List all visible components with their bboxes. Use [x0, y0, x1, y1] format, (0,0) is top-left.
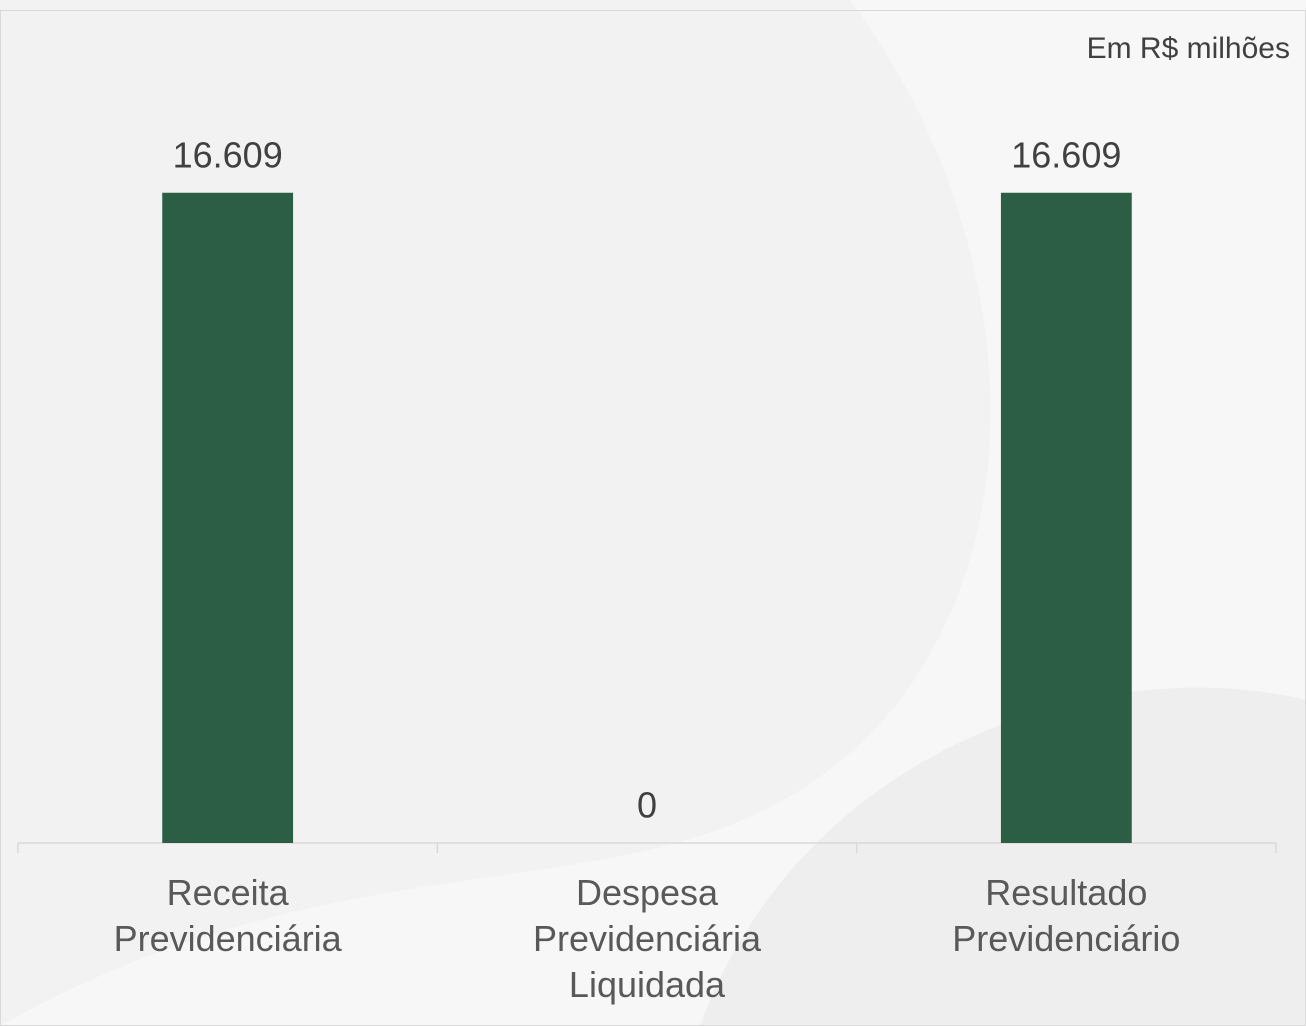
x-tick-label: Receita Previdenciária	[113, 872, 342, 959]
x-tick-label: Resultado Previdenciário	[952, 872, 1181, 959]
bar	[1000, 192, 1132, 844]
background-shape	[700, 687, 1306, 1026]
x-tick-label: Despesa Previdenciária Liquidada	[532, 872, 762, 1005]
value-label: 16.609	[173, 134, 283, 175]
annotation: Em R$ milhões	[1087, 32, 1290, 65]
value-label: 16.609	[1011, 134, 1121, 175]
bar	[162, 192, 294, 844]
value-label: 0	[637, 785, 657, 826]
